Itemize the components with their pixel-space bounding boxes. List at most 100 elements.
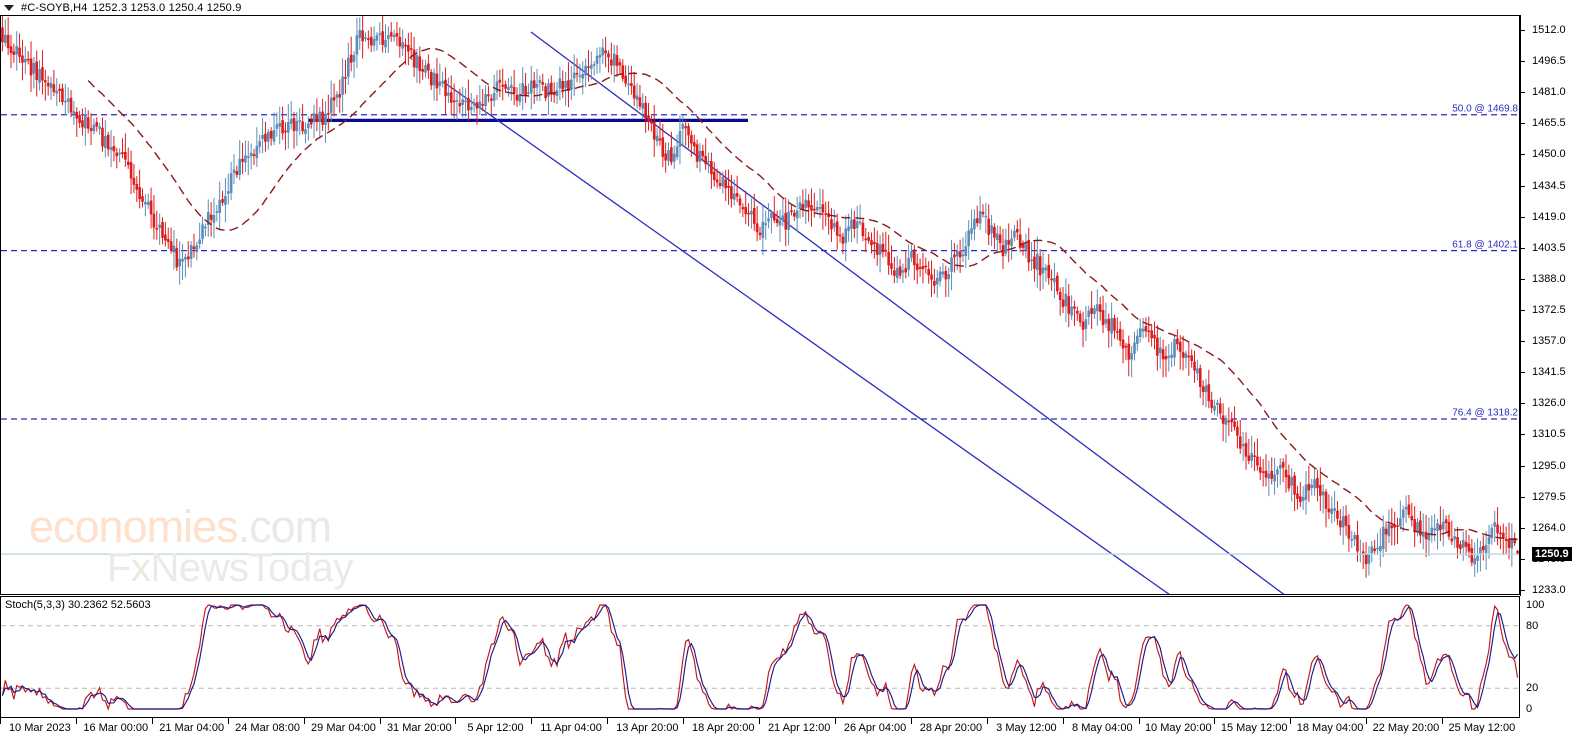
price-tick-mark: [1520, 247, 1525, 249]
axis-divider: [1520, 15, 1521, 718]
time-tick-mark: [910, 718, 912, 724]
price-tick-label: 1264.0: [1532, 521, 1566, 534]
price-tick-mark: [1520, 310, 1525, 312]
price-tick-mark: [1520, 30, 1525, 32]
stochastic-legend: Stoch(5,3,3) 30.2362 52.5603: [5, 599, 151, 611]
time-tick-label: 28 Apr 20:00: [919, 722, 983, 734]
price-tick-label: 1326.0: [1532, 397, 1566, 410]
time-tick-label: 25 May 12:00: [1448, 722, 1516, 734]
price-tick-mark: [1520, 154, 1525, 156]
current-price-tag: 1250.9: [1532, 547, 1572, 562]
time-tick-label: 3 May 12:00: [996, 722, 1057, 734]
price-tick-mark: [1520, 123, 1525, 125]
price-tick-mark: [1520, 185, 1525, 187]
time-tick-mark: [1366, 718, 1368, 724]
price-tick-label: 1512.0: [1532, 24, 1566, 37]
stoch-level-label: 0: [1526, 703, 1533, 715]
price-tick-label: 1279.5: [1532, 490, 1566, 503]
time-tick-label: 13 Apr 20:00: [616, 722, 679, 734]
stochastic-axis: 100 80 20 0: [1520, 596, 1596, 718]
price-axis[interactable]: 1512.0 1496.5 1481.0 1465.5 1450.0 1434.5 1419…: [1520, 15, 1596, 596]
time-tick-mark: [1214, 718, 1216, 724]
time-tick-mark: [227, 718, 229, 724]
time-tick-mark: [986, 718, 988, 724]
price-tick-mark: [1520, 216, 1525, 218]
price-chart-pane[interactable]: economies.com FxNewsToday: [0, 15, 1520, 595]
time-tick-mark: [303, 718, 305, 724]
price-tick-mark: [1520, 589, 1525, 591]
stoch-level-lines: [1, 625, 1519, 689]
price-tick-mark: [1520, 465, 1525, 467]
time-tick-label: 8 May 04:00: [1072, 722, 1133, 734]
time-tick-mark: [0, 718, 1, 724]
price-tick-label: 1403.5: [1532, 241, 1566, 254]
trend-channel-group: [441, 31, 1285, 594]
price-chart-canvas: [1, 16, 1519, 594]
time-tick-mark: [379, 718, 381, 724]
price-tick-mark: [1520, 403, 1525, 405]
price-tick-mark: [1520, 61, 1525, 63]
time-tick-label: 11 Apr 04:00: [540, 722, 602, 734]
price-tick-label: 1341.5: [1532, 366, 1566, 379]
price-tick-label: 1295.0: [1532, 459, 1566, 472]
price-tick-mark: [1520, 372, 1525, 374]
time-tick-label: 31 Mar 20:00: [386, 722, 452, 734]
time-tick-label: 18 May 04:00: [1296, 722, 1364, 734]
time-tick-mark: [1442, 718, 1444, 724]
time-tick-mark: [151, 718, 153, 724]
time-tick-label: 22 May 20:00: [1372, 722, 1440, 734]
symbol-label: #C-SOYB,H4: [21, 1, 88, 14]
price-tick-label: 1388.0: [1532, 272, 1566, 285]
price-tick-label: 1357.0: [1532, 335, 1566, 348]
fib-level-label: 61.8 @ 1402.1: [1452, 239, 1518, 251]
fib-level-label: 50.0 @ 1469.8: [1452, 103, 1518, 115]
price-tick-label: 1372.5: [1532, 304, 1566, 317]
time-tick-label: 10 May 20:00: [1144, 722, 1212, 734]
price-tick-mark: [1520, 434, 1525, 436]
price-tick-mark: [1520, 527, 1525, 529]
stochastic-canvas: [1, 604, 1519, 711]
stoch-d-line: [1, 604, 1519, 710]
fib-level-label: 76.4 @ 1318.2: [1452, 407, 1518, 419]
price-tick-mark: [1520, 341, 1525, 343]
ohlc-values: 1252.3 1253.0 1250.4 1250.9: [92, 1, 242, 14]
time-tick-label: 18 Apr 20:00: [692, 722, 755, 734]
time-tick-mark: [531, 718, 533, 724]
price-tick-label: 1434.5: [1532, 179, 1566, 192]
time-tick-mark: [1138, 718, 1140, 724]
time-tick-label: 29 Mar 04:00: [311, 722, 376, 734]
price-tick-mark: [1520, 92, 1525, 94]
time-tick-label: 21 Apr 12:00: [767, 722, 831, 734]
price-tick-mark: [1520, 558, 1525, 560]
time-tick-label: 24 Mar 08:00: [235, 722, 300, 734]
chevron-down-icon[interactable]: [4, 4, 14, 11]
time-tick-label: 16 Mar 00:00: [83, 722, 149, 734]
time-axis[interactable]: 10 Mar 2023 16 Mar 00:00 21 Mar 04:00 24 Ma…: [0, 718, 1596, 743]
moving-average-line: [87, 47, 1518, 541]
time-tick-label: 10 Mar 2023: [8, 722, 71, 734]
time-tick-mark: [75, 718, 77, 724]
time-tick-label: 26 Apr 04:00: [843, 722, 907, 734]
price-tick-label: 1481.0: [1532, 86, 1566, 99]
stochastic-pane[interactable]: [0, 596, 1520, 718]
time-tick-mark: [607, 718, 609, 724]
price-tick-label: 1419.0: [1532, 210, 1566, 223]
price-tick-label: 1310.5: [1532, 428, 1566, 441]
price-tick-label: 1496.5: [1532, 55, 1566, 68]
time-tick-mark: [1290, 718, 1292, 724]
time-tick-mark: [834, 718, 836, 724]
time-tick-label: 21 Mar 04:00: [159, 722, 225, 734]
candlesticks-group: [1, 16, 1519, 578]
time-tick-mark: [683, 718, 685, 724]
time-tick-mark: [759, 718, 760, 724]
price-tick-label: 1233.0: [1532, 583, 1566, 596]
fib-lines-group: [1, 114, 1519, 420]
stoch-level-label: 80: [1526, 619, 1539, 632]
time-tick-label: 5 Apr 12:00: [467, 722, 524, 734]
time-tick-mark: [1062, 718, 1064, 724]
time-tick-mark: [455, 718, 457, 724]
price-tick-mark: [1520, 496, 1525, 498]
stoch-level-label: 20: [1526, 682, 1539, 695]
chart-header: #C-SOYB,H4 1252.3 1253.0 1250.4 1250.9: [0, 0, 1596, 15]
